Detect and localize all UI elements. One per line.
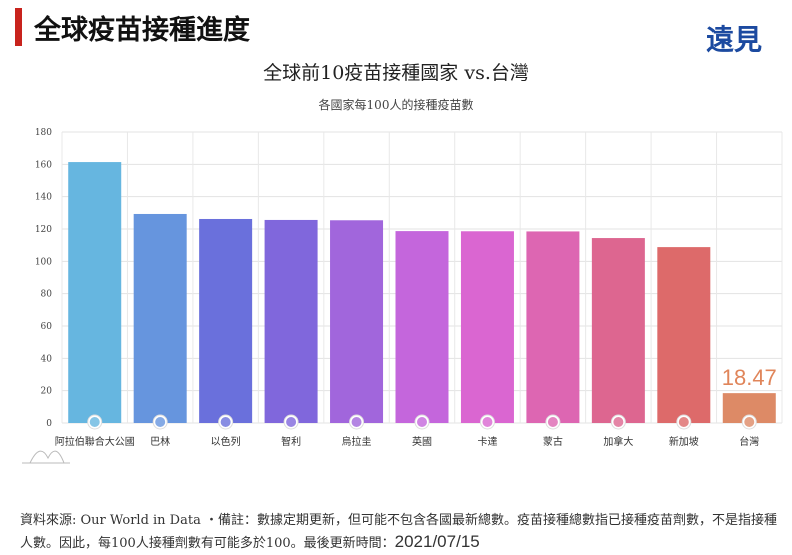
logo: 遠見 xyxy=(705,23,762,56)
qatar-flag-icon-fill xyxy=(482,417,493,427)
title-accent-bar xyxy=(15,8,22,46)
y-tick-label: 120 xyxy=(35,225,52,235)
mongolia-flag-icon-fill xyxy=(547,417,558,427)
bar xyxy=(395,231,449,423)
y-tick-label: 60 xyxy=(41,322,53,332)
y-tick-label: 140 xyxy=(35,193,52,203)
data-label: 18.47 xyxy=(722,365,777,390)
x-tick-label: 加拿大 xyxy=(603,435,633,448)
bar xyxy=(330,220,384,423)
bar xyxy=(657,247,711,423)
x-tick-label: 巴林 xyxy=(150,435,170,448)
x-tick-label: 蒙古 xyxy=(543,435,563,448)
bar-chart: 0 20 40 60 80 100 120 140 160 180 阿拉伯聯合大公國 巴林 以色列 智利 烏… xyxy=(22,128,783,464)
israel-flag-icon-fill xyxy=(220,417,231,427)
bar xyxy=(133,213,187,423)
taiwan-flag-icon-fill xyxy=(744,417,755,427)
y-tick-label: 80 xyxy=(41,290,53,300)
y-tick-label: 20 xyxy=(41,387,53,397)
x-tick-label: 卡達 xyxy=(477,435,497,448)
bahrain-flag-icon-fill xyxy=(155,417,166,427)
singapore-flag-icon-fill xyxy=(678,417,689,427)
bar xyxy=(591,238,645,423)
footer-text: 資料來源: Our World in Data ・備註：數據定期更新，但可能不包… xyxy=(20,513,777,551)
footer-note: 資料來源: Our World in Data ・備註：數據定期更新，但可能不包… xyxy=(20,510,780,554)
update-date: 2021/07/15 xyxy=(394,532,480,551)
y-tick-label: 160 xyxy=(35,160,52,170)
x-tick-label: 台灣 xyxy=(739,435,759,448)
x-tick-label: 英國 xyxy=(412,435,432,448)
uk-flag-icon-fill xyxy=(417,417,427,427)
watermark-icon xyxy=(22,450,70,464)
bar xyxy=(68,162,122,423)
canada-flag-icon-fill xyxy=(613,417,624,427)
bar xyxy=(460,231,514,423)
uae-flag-icon-fill xyxy=(89,417,100,427)
bar xyxy=(264,219,318,423)
x-tick-label: 智利 xyxy=(281,435,301,448)
y-tick-label: 40 xyxy=(41,354,53,364)
y-tick-label: 100 xyxy=(35,257,52,267)
bar xyxy=(199,218,253,423)
x-tick-label: 以色列 xyxy=(211,435,241,448)
chile-flag-icon-fill xyxy=(286,417,297,427)
x-tick-label: 新加坡 xyxy=(669,435,699,448)
y-tick-label: 180 xyxy=(35,128,52,138)
x-tick-label: 烏拉圭 xyxy=(342,435,372,448)
y-tick-label: 0 xyxy=(46,419,52,429)
bar xyxy=(526,231,580,423)
x-tick-label: 阿拉伯聯合大公國 xyxy=(55,435,135,448)
uruguay-flag-icon-fill xyxy=(351,417,362,427)
page-title: 全球疫苗接種進度 xyxy=(34,15,250,46)
chart-title: 全球前10疫苗接種國家 vs.台灣 xyxy=(263,62,529,84)
chart-subtitle: 各國家每100人的接種疫苗數 xyxy=(318,98,474,112)
